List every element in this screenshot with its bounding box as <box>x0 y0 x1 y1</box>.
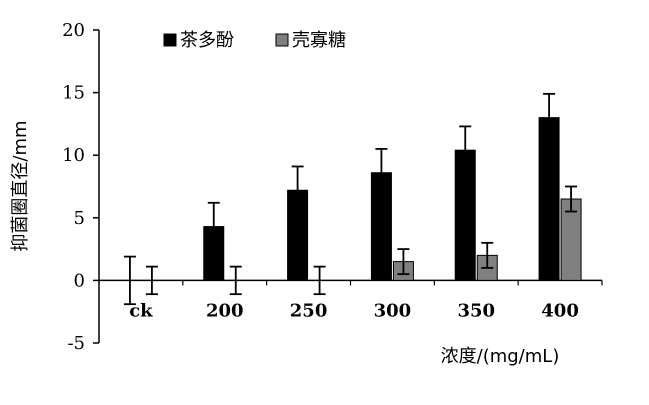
legend-swatch <box>163 33 177 47</box>
y-axis-label: 抑菌圈直径/mm <box>10 120 31 251</box>
bars <box>203 117 582 281</box>
legend-label: 壳寡糖 <box>292 30 346 51</box>
x-axis-label: 浓度/(mg/mL) <box>441 346 560 367</box>
x-tick-label: 400 <box>541 300 579 321</box>
legend-swatch <box>275 33 289 47</box>
y-tick-label: 15 <box>62 83 85 104</box>
x-tick-label: 200 <box>206 300 244 321</box>
x-tick-label: 350 <box>457 300 495 321</box>
legend: 茶多酚 壳寡糖 <box>163 30 346 51</box>
y-tick-label: 20 <box>62 20 85 41</box>
legend-label: 茶多酚 <box>180 30 234 51</box>
y-tick-label: 0 <box>74 270 85 291</box>
x-tick-label: 250 <box>290 300 328 321</box>
x-tick-label: 300 <box>374 300 412 321</box>
y-tick-label: 10 <box>62 145 85 166</box>
y-axis: -5 0 5 10 15 20 <box>62 20 100 354</box>
x-tick-label: ck <box>129 300 153 321</box>
error-bars <box>123 92 578 306</box>
x-tick-labels: ck 200 250 300 350 400 <box>129 300 579 321</box>
x-axis <box>99 279 603 286</box>
y-tick-label: 5 <box>74 208 85 229</box>
y-tick-label: -5 <box>67 333 85 354</box>
